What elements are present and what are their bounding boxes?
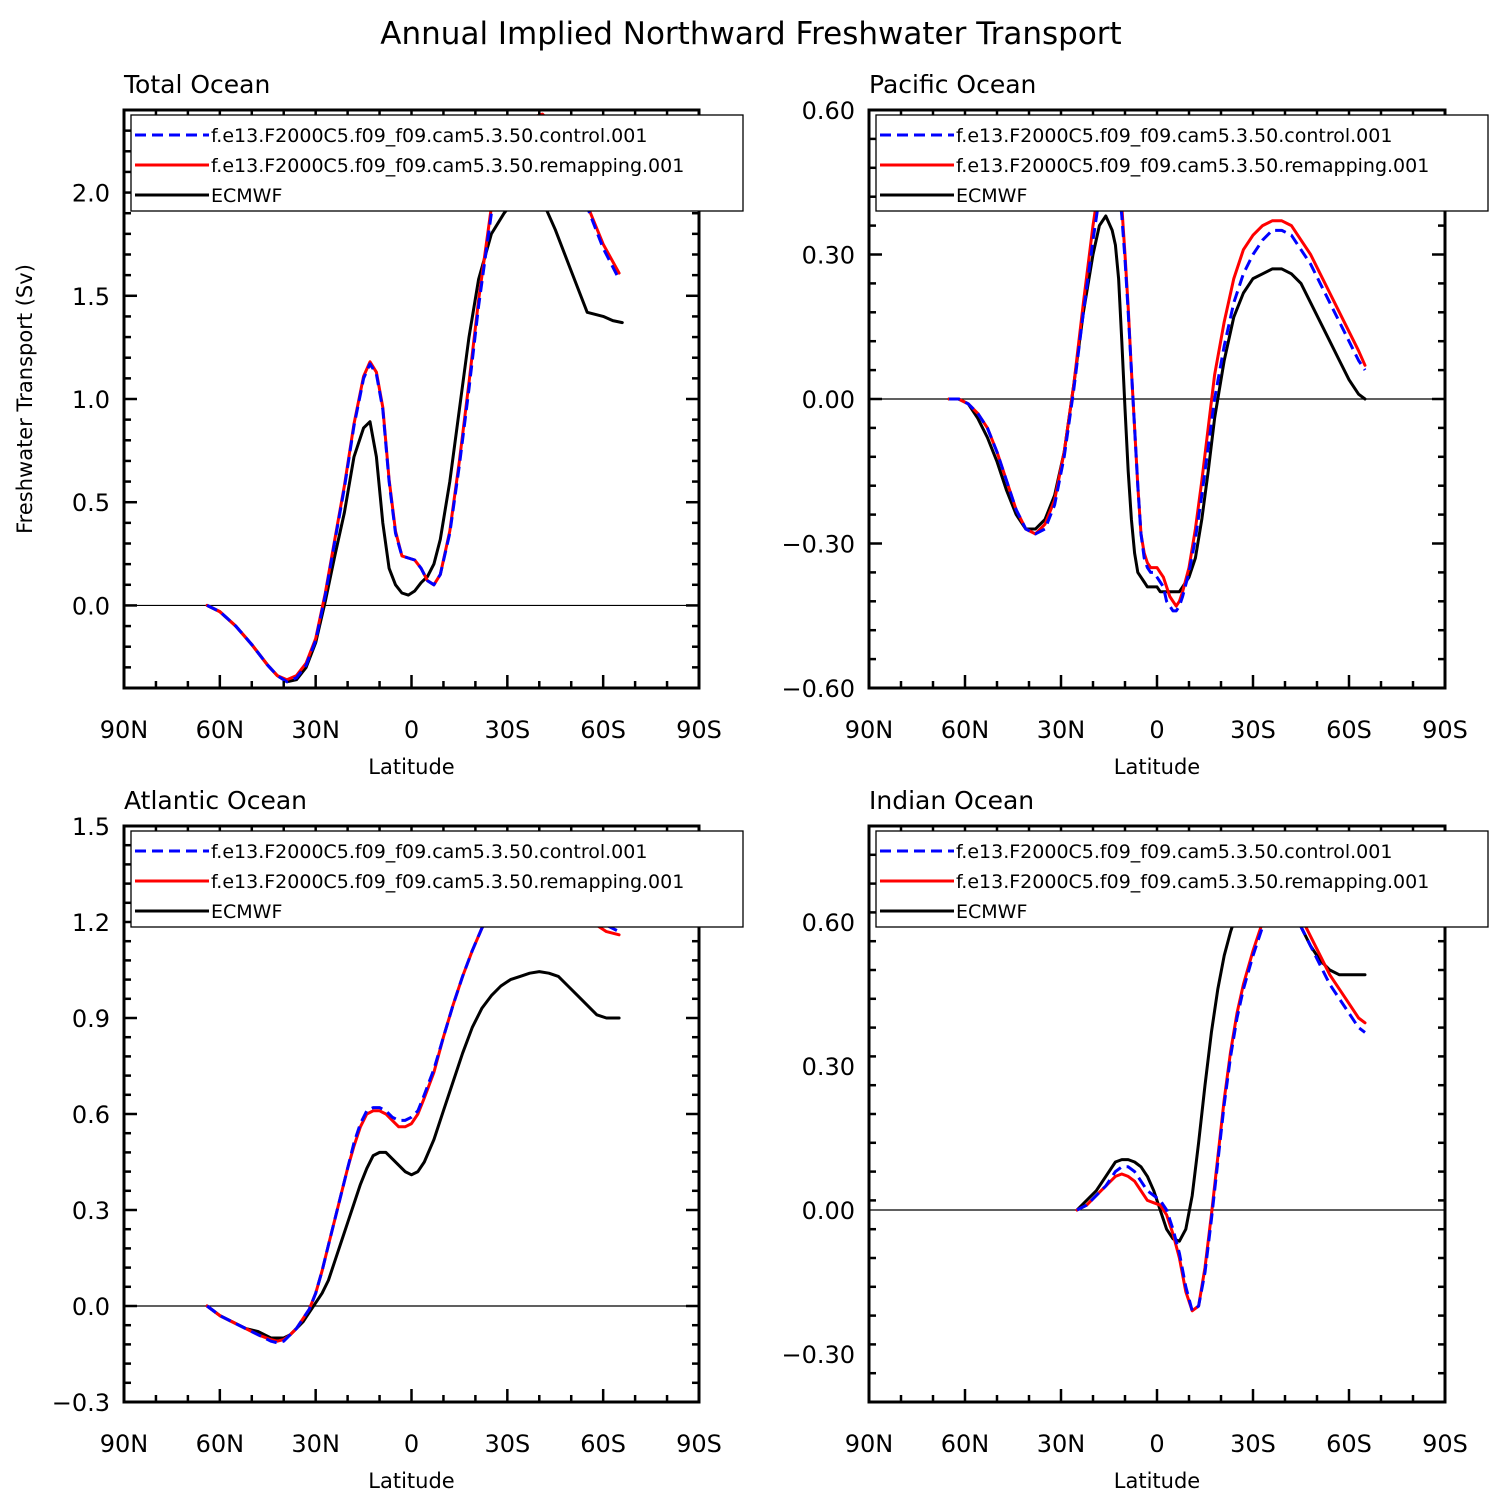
legend-entry: ECMWF xyxy=(956,901,1027,923)
panel-title: Atlantic Ocean xyxy=(124,786,307,815)
series-group xyxy=(947,147,1367,613)
series-line-remapping xyxy=(205,869,621,1343)
legend-entry: f.e13.F2000C5.f09_f09.cam5.3.50.remappin… xyxy=(211,155,684,177)
x-tick-label: 30S xyxy=(484,716,530,744)
legend-entry: f.e13.F2000C5.f09_f09.cam5.3.50.control.… xyxy=(211,841,647,863)
x-axis-title: Latitude xyxy=(368,1469,454,1493)
y-tick-label: 0.3 xyxy=(72,1197,110,1225)
legend: f.e13.F2000C5.f09_f09.cam5.3.50.control.… xyxy=(130,114,744,212)
x-tick-label: 30N xyxy=(291,1430,340,1458)
legend-entry: ECMWF xyxy=(211,185,282,207)
y-tick-label: 0.0 xyxy=(72,1293,110,1321)
x-tick-label: 90S xyxy=(676,1430,722,1458)
x-tick-label: 60S xyxy=(580,1430,626,1458)
y-tick-label: −0.30 xyxy=(781,1341,855,1369)
x-tick-label: 30N xyxy=(1037,1430,1086,1458)
x-tick-label: 60N xyxy=(941,1430,990,1458)
x-tick-label: 90N xyxy=(100,1430,149,1458)
legend-entry: f.e13.F2000C5.f09_f09.cam5.3.50.control.… xyxy=(211,125,647,147)
series-group xyxy=(205,866,621,1345)
series-line-ecmwf xyxy=(205,189,624,684)
panel-title: Indian Ocean xyxy=(869,786,1034,815)
series-line-control xyxy=(949,156,1367,613)
x-tick-label: 90S xyxy=(676,716,722,744)
legend-entry: ECMWF xyxy=(211,901,282,923)
x-tick-label: 60N xyxy=(941,716,990,744)
x-tick-label: 90S xyxy=(1422,716,1468,744)
y-tick-label: 1.2 xyxy=(72,909,110,937)
legend-box xyxy=(130,830,744,928)
x-tick-label: 90S xyxy=(1422,1430,1468,1458)
legend: f.e13.F2000C5.f09_f09.cam5.3.50.control.… xyxy=(130,830,744,928)
y-tick-label: 1.5 xyxy=(72,283,110,311)
y-tick-label: 1.5 xyxy=(72,813,110,841)
x-tick-label: 30N xyxy=(1037,716,1086,744)
panel-0: Total Ocean 90N 60N 30N 0 30S 60S 90S 0.0 0.5 1.0 1… xyxy=(72,70,744,779)
x-tick-label: 60N xyxy=(196,716,245,744)
y-tick-label: 2.0 xyxy=(72,180,110,208)
series-line-remapping xyxy=(1075,896,1367,1313)
x-tick-label: 90N xyxy=(100,716,149,744)
legend-entry: f.e13.F2000C5.f09_f09.cam5.3.50.remappin… xyxy=(956,155,1429,177)
y-tick-label: 0.5 xyxy=(72,489,110,517)
panel-title: Total Ocean xyxy=(123,70,270,99)
y-tick-label: 0.6 xyxy=(72,1101,110,1129)
legend: f.e13.F2000C5.f09_f09.cam5.3.50.control.… xyxy=(875,114,1489,212)
series-line-control xyxy=(206,866,620,1345)
x-tick-label: 30N xyxy=(291,716,340,744)
x-tick-label: 0 xyxy=(1149,1430,1164,1458)
y-tick-label: 0.30 xyxy=(802,242,855,270)
series-line-ecmwf xyxy=(205,970,621,1340)
y-tick-label: 0.60 xyxy=(802,97,855,125)
y-tick-label: −0.3 xyxy=(52,1389,110,1417)
x-tick-label: 30S xyxy=(1230,1430,1276,1458)
x-tick-label: 30S xyxy=(484,1430,530,1458)
x-tick-label: 0 xyxy=(404,716,419,744)
y-tick-label: 0.00 xyxy=(802,386,855,414)
series-group xyxy=(1075,867,1367,1313)
y-tick-label: 1.0 xyxy=(72,386,110,414)
legend-box xyxy=(875,114,1489,212)
x-tick-label: 60S xyxy=(580,716,626,744)
series-line-ecmwf xyxy=(947,214,1367,594)
panel-2: Atlantic Ocean 90N 60N 30N 0 30S 60S 90S −0.3 0.0… xyxy=(52,786,744,1493)
legend-entry: ECMWF xyxy=(956,185,1027,207)
y-tick-label: −0.60 xyxy=(781,675,855,703)
panel-3: Indian Ocean 90N 60N 30N 0 30S 60S 90S −0.30 0.00… xyxy=(781,786,1489,1493)
legend-entry: f.e13.F2000C5.f09_f09.cam5.3.50.remappin… xyxy=(211,871,684,893)
y-tick-label: 0.60 xyxy=(802,909,855,937)
series-line-remapping xyxy=(947,147,1367,608)
x-tick-label: 60S xyxy=(1326,716,1372,744)
y-tick-label: 0.9 xyxy=(72,1005,110,1033)
legend: f.e13.F2000C5.f09_f09.cam5.3.50.control.… xyxy=(875,830,1489,928)
x-axis-title: Latitude xyxy=(1114,755,1200,779)
panel-1: Pacific Ocean 90N 60N 30N 0 30S 60S 90S −0.60 −0.… xyxy=(781,70,1489,779)
y-axis-title: Freshwater Transport (Sv) xyxy=(13,264,37,534)
x-tick-label: 0 xyxy=(404,1430,419,1458)
figure-title: Annual Implied Northward Freshwater Tran… xyxy=(380,16,1121,52)
y-tick-label: 0.00 xyxy=(802,1197,855,1225)
y-tick-label: 0.30 xyxy=(802,1053,855,1081)
y-tick-label: −0.30 xyxy=(781,531,855,559)
x-tick-label: 60N xyxy=(196,1430,245,1458)
legend-entry: f.e13.F2000C5.f09_f09.cam5.3.50.remappin… xyxy=(956,871,1429,893)
series-line-control xyxy=(1076,906,1366,1313)
x-tick-label: 90N xyxy=(845,1430,894,1458)
panel-title: Pacific Ocean xyxy=(869,70,1036,99)
x-axis-title: Latitude xyxy=(368,755,454,779)
legend-box xyxy=(875,830,1489,928)
x-tick-label: 30S xyxy=(1230,716,1276,744)
legend-entry: f.e13.F2000C5.f09_f09.cam5.3.50.control.… xyxy=(956,841,1392,863)
x-tick-label: 60S xyxy=(1326,1430,1372,1458)
x-tick-label: 90N xyxy=(845,716,894,744)
y-tick-label: 0.0 xyxy=(72,592,110,620)
x-tick-label: 0 xyxy=(1149,716,1164,744)
legend-box xyxy=(130,114,744,212)
legend-entry: f.e13.F2000C5.f09_f09.cam5.3.50.control.… xyxy=(956,125,1392,147)
x-axis-title: Latitude xyxy=(1114,1469,1200,1493)
